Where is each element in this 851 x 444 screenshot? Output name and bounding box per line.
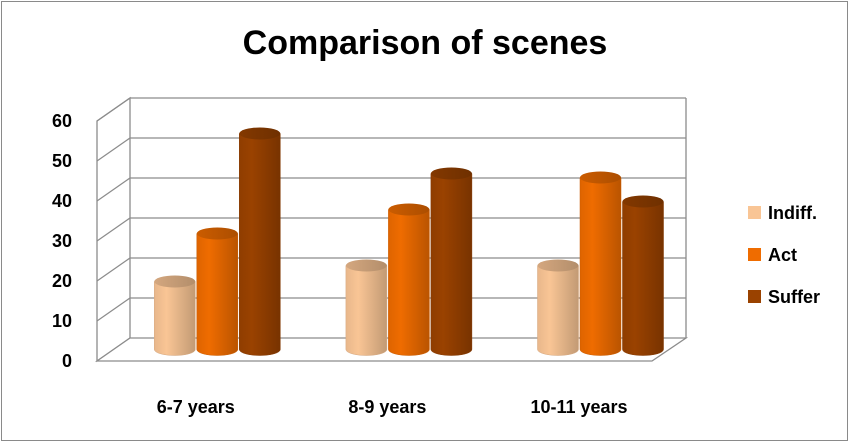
x-tick-label: 8-9 years: [348, 397, 426, 417]
x-tick-label: 6-7 years: [157, 397, 235, 417]
y-tick-label: 60: [52, 111, 72, 131]
bar: [345, 259, 388, 356]
bar: [239, 127, 281, 356]
y-tick-label: 30: [52, 231, 72, 251]
gridline-side: [96, 217, 131, 242]
x-tick-label: 10-11 years: [530, 397, 627, 417]
y-tick-label: 0: [62, 351, 72, 371]
gridline-side: [96, 97, 131, 122]
gridline-side: [96, 177, 131, 202]
y-tick-label: 10: [52, 311, 72, 331]
y-axis-ticks: 0 10 20 30 40 50 60: [52, 111, 72, 371]
y-tick-label: 40: [52, 191, 72, 211]
chart-title: Comparison of scenes: [243, 24, 608, 62]
legend-swatch: [748, 206, 761, 219]
x-axis-categories: 6-7 years 8-9 years 10-11 years: [157, 397, 628, 417]
y-tick-label: 20: [52, 271, 72, 291]
bar: [579, 171, 622, 356]
bar: [196, 227, 239, 356]
bar: [430, 167, 473, 356]
bar: [388, 203, 430, 356]
legend-label: Suffer: [768, 287, 820, 307]
bar: [537, 259, 579, 356]
gridline-side: [96, 137, 131, 162]
legend-label: Act: [768, 245, 797, 265]
bar: [154, 275, 196, 356]
gridline-side: [96, 257, 131, 282]
y-tick-label: 50: [52, 151, 72, 171]
chart-bars: [154, 127, 664, 356]
bar: [622, 195, 664, 356]
legend-swatch: [748, 248, 761, 261]
chart-legend: Indiff. Act Suffer: [748, 203, 820, 307]
legend-swatch: [748, 290, 761, 303]
gridline-side: [96, 297, 131, 322]
legend-label: Indiff.: [768, 203, 817, 223]
